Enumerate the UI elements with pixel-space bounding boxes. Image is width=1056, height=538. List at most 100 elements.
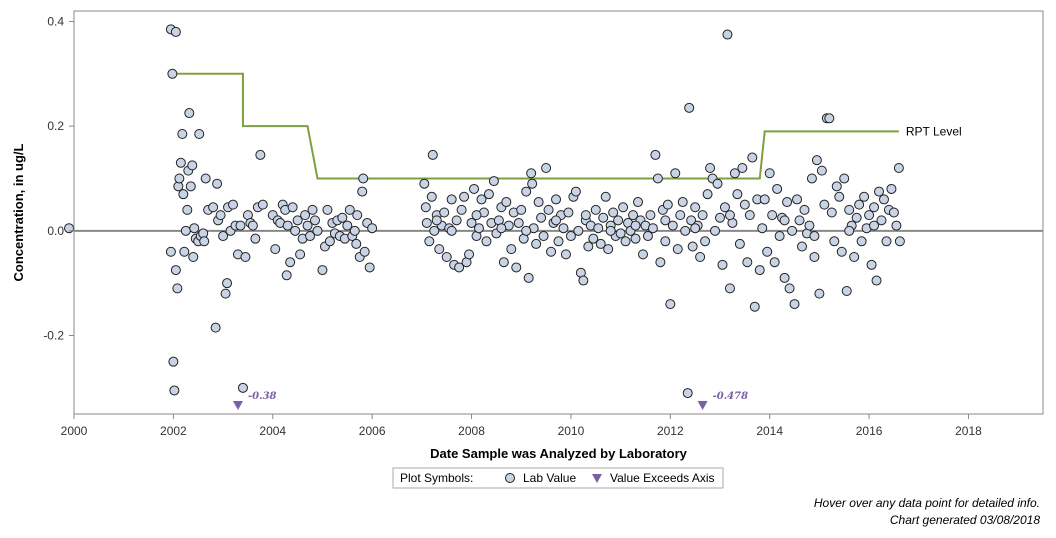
lab-value-point[interactable] xyxy=(787,225,798,236)
lab-value-point[interactable] xyxy=(177,128,188,139)
lab-value-point[interactable] xyxy=(710,225,721,236)
lab-value-point[interactable] xyxy=(600,191,611,202)
lab-value-point[interactable] xyxy=(324,236,335,247)
lab-value-point[interactable] xyxy=(64,223,75,234)
lab-value-point[interactable] xyxy=(498,257,509,268)
lab-value-point[interactable] xyxy=(310,215,321,226)
lab-value-point[interactable] xyxy=(295,249,306,260)
lab-value-point[interactable] xyxy=(715,212,725,223)
lab-value-point[interactable] xyxy=(292,215,303,226)
lab-value-point[interactable] xyxy=(357,186,368,197)
lab-value-point[interactable] xyxy=(819,199,830,210)
lab-value-point[interactable] xyxy=(424,236,435,247)
lab-value-point[interactable] xyxy=(358,173,369,184)
lab-value-point[interactable] xyxy=(184,108,195,119)
lab-value-point[interactable] xyxy=(779,215,790,226)
exceeds-axis-marker[interactable] xyxy=(697,401,708,410)
lab-value-point[interactable] xyxy=(764,168,775,179)
lab-value-point[interactable] xyxy=(859,191,870,202)
lab-value-point[interactable] xyxy=(188,251,199,262)
lab-value-point[interactable] xyxy=(660,215,671,226)
lab-value-point[interactable] xyxy=(695,251,706,262)
lab-value-point[interactable] xyxy=(647,223,658,234)
lab-value-point[interactable] xyxy=(767,210,778,221)
lab-value-point[interactable] xyxy=(742,257,753,268)
lab-value-point[interactable] xyxy=(240,251,251,262)
lab-value-point[interactable] xyxy=(580,210,591,221)
lab-value-point[interactable] xyxy=(811,155,822,166)
lab-value-point[interactable] xyxy=(697,210,708,221)
lab-value-point[interactable] xyxy=(583,241,594,252)
lab-value-point[interactable] xyxy=(459,191,470,202)
lab-value-point[interactable] xyxy=(724,283,735,294)
lab-value-point[interactable] xyxy=(613,215,624,226)
lab-value-point[interactable] xyxy=(194,128,205,139)
lab-value-point[interactable] xyxy=(471,210,482,221)
lab-value-point[interactable] xyxy=(501,197,512,208)
lab-value-point[interactable] xyxy=(464,249,475,260)
lab-value-point[interactable] xyxy=(488,176,499,187)
lab-value-point[interactable] xyxy=(816,165,827,176)
lab-value-point[interactable] xyxy=(719,202,730,213)
lab-value-point[interactable] xyxy=(864,210,875,221)
lab-value-point[interactable] xyxy=(420,202,431,213)
lab-value-point[interactable] xyxy=(851,212,862,223)
lab-value-point[interactable] xyxy=(876,215,887,226)
lab-value-point[interactable] xyxy=(483,189,494,200)
lab-value-point[interactable] xyxy=(285,257,296,268)
lab-value-point[interactable] xyxy=(165,246,176,257)
lab-value-point[interactable] xyxy=(187,160,198,171)
lab-value-point[interactable] xyxy=(854,199,865,210)
lab-value-point[interactable] xyxy=(782,197,793,208)
lab-value-point[interactable] xyxy=(588,233,599,244)
lab-value-point[interactable] xyxy=(427,149,438,160)
lab-value-point[interactable] xyxy=(287,202,298,213)
lab-value-point[interactable] xyxy=(603,244,614,255)
lab-value-point[interactable] xyxy=(700,236,711,247)
lab-value-point[interactable] xyxy=(762,246,773,257)
lab-value-point[interactable] xyxy=(481,236,492,247)
lab-value-point[interactable] xyxy=(784,283,795,294)
lab-value-point[interactable] xyxy=(434,244,445,255)
lab-value-point[interactable] xyxy=(178,189,189,200)
lab-value-point[interactable] xyxy=(829,236,840,247)
lab-value-point[interactable] xyxy=(281,270,292,281)
lab-value-point[interactable] xyxy=(250,233,261,244)
lab-value-point[interactable] xyxy=(282,220,293,231)
lab-value-point[interactable] xyxy=(167,68,178,79)
lab-value-point[interactable] xyxy=(573,225,584,236)
lab-value-point[interactable] xyxy=(769,257,780,268)
lab-value-point[interactable] xyxy=(174,173,185,184)
lab-value-point[interactable] xyxy=(212,178,223,189)
lab-value-point[interactable] xyxy=(169,385,180,396)
lab-value-point[interactable] xyxy=(893,163,904,174)
lab-value-point[interactable] xyxy=(722,29,733,40)
lab-value-point[interactable] xyxy=(541,163,552,174)
lab-value-point[interactable] xyxy=(729,168,740,179)
lab-value-point[interactable] xyxy=(513,217,524,228)
lab-value-point[interactable] xyxy=(677,197,688,208)
lab-value-point[interactable] xyxy=(199,236,210,247)
lab-value-point[interactable] xyxy=(307,204,318,215)
lab-value-point[interactable] xyxy=(257,199,268,210)
lab-value-point[interactable] xyxy=(189,223,200,234)
lab-value-point[interactable] xyxy=(881,236,892,247)
lab-value-point[interactable] xyxy=(526,168,537,179)
lab-value-point[interactable] xyxy=(317,265,328,276)
lab-value-point[interactable] xyxy=(608,207,619,218)
lab-value-point[interactable] xyxy=(538,231,549,242)
lab-value-point[interactable] xyxy=(446,194,457,205)
lab-value-point[interactable] xyxy=(210,322,221,333)
lab-value-point[interactable] xyxy=(578,275,589,286)
lab-value-point[interactable] xyxy=(834,191,845,202)
lab-value-point[interactable] xyxy=(836,246,847,257)
lab-value-point[interactable] xyxy=(618,202,629,213)
lab-value-point[interactable] xyxy=(516,204,527,215)
lab-value-point[interactable] xyxy=(789,299,800,310)
lab-value-point[interactable] xyxy=(446,225,457,236)
lab-value-point[interactable] xyxy=(200,173,211,184)
lab-value-point[interactable] xyxy=(814,288,825,299)
lab-value-point[interactable] xyxy=(690,223,701,234)
lab-value-point[interactable] xyxy=(469,183,480,194)
lab-value-point[interactable] xyxy=(866,259,877,270)
